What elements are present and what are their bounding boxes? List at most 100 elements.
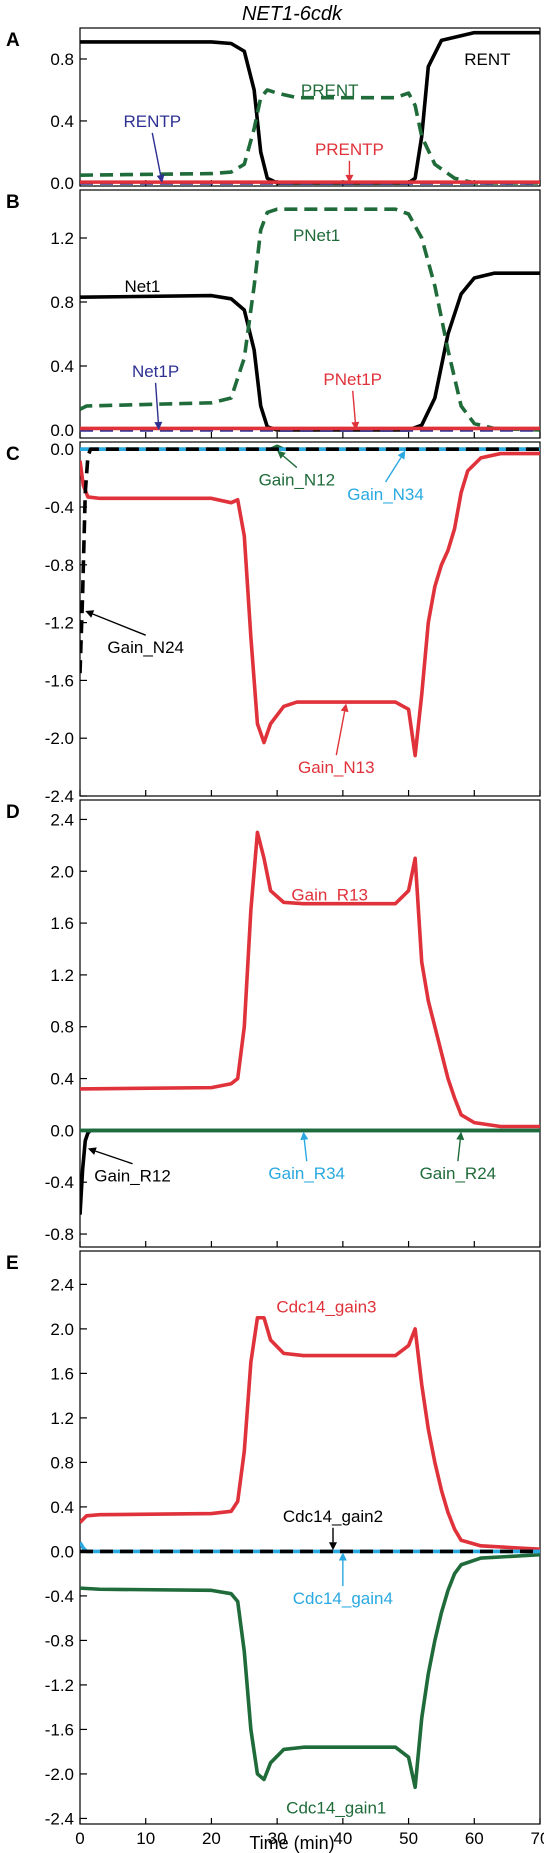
- x-tick-label: 10: [136, 1829, 155, 1848]
- annotation-arrowhead: [456, 1131, 465, 1141]
- series-label: Cdc14_gain4: [293, 1589, 393, 1608]
- annotation-arrowhead: [345, 174, 354, 183]
- annotation-arrow: [151, 132, 162, 176]
- panel-frame: [79, 27, 541, 187]
- annotation-arrow: [92, 613, 146, 636]
- annotation-arrowhead: [277, 450, 286, 459]
- series-label: Gain_R34: [268, 1164, 345, 1183]
- y-tick-label: -1.6: [45, 1720, 74, 1739]
- annotation-arrowhead: [300, 1131, 309, 1141]
- series-label: Gain_N12: [259, 471, 336, 490]
- series-label: Gain_N24: [107, 638, 184, 657]
- series-cdc14-gain1: [80, 1552, 540, 1790]
- annotation-arrow: [457, 1139, 461, 1162]
- y-tick-label: 1.6: [50, 914, 74, 933]
- y-tick-label: -2.0: [45, 1765, 74, 1784]
- panel-frame: [79, 441, 541, 797]
- annotation-arrowhead: [154, 421, 163, 430]
- annotation-arrowhead: [156, 174, 165, 183]
- series-group: [80, 444, 540, 758]
- y-tick-label: 1.2: [50, 1409, 74, 1428]
- annotation-arrow: [352, 390, 357, 423]
- y-tick-label: 0.0: [50, 1121, 74, 1140]
- y-tick-label: 0.0: [50, 174, 74, 193]
- y-tick-label: 0.8: [50, 1453, 74, 1472]
- series-label: Cdc14_gain1: [286, 1798, 386, 1817]
- panel-frame: [79, 1250, 541, 1825]
- panel-c: C 0.0 -0.4 -0.8 -1.2 -1.6 -2.0 -2.4 Gain_N12 Gain…: [6, 440, 541, 806]
- x-axis: 0 10 20 30 40 50 60 70: [75, 1829, 544, 1848]
- series-prent: [80, 88, 540, 185]
- series-cdc14-gain3: [80, 1315, 540, 1551]
- series-label: PNet1P: [323, 370, 382, 389]
- y-tick-label: 2.0: [50, 1320, 74, 1339]
- series-label: Gain_R13: [291, 886, 368, 905]
- y-tick-label: 1.2: [50, 229, 74, 248]
- series-gain-n13: [80, 451, 540, 758]
- y-tick-label: -0.4: [45, 1173, 74, 1192]
- series-label: PRENT: [301, 81, 359, 100]
- y-tick-label: -0.8: [45, 1225, 74, 1244]
- y-tick-label: 0.8: [50, 293, 74, 312]
- series-group: [80, 830, 540, 1215]
- annotation-arrowhead: [85, 610, 95, 618]
- y-tick-label: 2.4: [50, 810, 74, 829]
- y-tick-label: 2.0: [50, 862, 74, 881]
- y-tick-label: 0.4: [50, 1070, 74, 1089]
- x-tick-label: 0: [75, 1829, 84, 1848]
- annotation-arrow: [384, 457, 402, 483]
- series-label: Cdc14_gain3: [276, 1298, 376, 1317]
- series-group: [80, 30, 540, 185]
- x-axis-label: Time (min): [249, 1833, 334, 1853]
- x-tick-label: 60: [465, 1829, 484, 1848]
- y-tick-label: 0.8: [50, 1018, 74, 1037]
- panel-letter: A: [6, 30, 20, 51]
- y-tick-label: -2.4: [45, 787, 74, 806]
- series-label: Gain_R24: [420, 1164, 497, 1183]
- series-label: RENT: [464, 50, 510, 69]
- panel-letter: E: [6, 1253, 19, 1274]
- series-label: Net1: [124, 277, 160, 296]
- x-tick-label: 30: [268, 1829, 287, 1848]
- annotation-arrow: [282, 455, 298, 469]
- panel-e: E -2.4 -2.0 -1.6 -1.2 -0.8 -0.4 0.0 0.4 0.8 1.2 1.6…: [6, 1250, 541, 1828]
- panel-letter: C: [6, 444, 20, 465]
- annotation-arrowhead: [340, 703, 349, 713]
- y-tick-label: 0.4: [50, 1498, 74, 1517]
- y-tick-label: 0.4: [50, 357, 74, 376]
- panel-a: A 0.0 0.4 0.8 RENT PRENT RENTP PRENTP: [6, 27, 541, 193]
- y-tick-label: -1.6: [45, 671, 74, 690]
- annotation-arrow: [303, 1139, 308, 1162]
- series-group: [80, 1315, 540, 1790]
- figure-title: NET1-6cdk: [242, 3, 343, 25]
- y-tick-label: 0.4: [50, 112, 74, 131]
- y-tick-label: -1.2: [45, 1676, 74, 1695]
- y-tick-label: -1.2: [45, 614, 74, 633]
- y-tick-label: 1.6: [50, 1364, 74, 1383]
- annotation-arrowhead: [351, 421, 360, 430]
- annotation-arrowhead: [338, 1552, 347, 1561]
- y-tick-label: 0.0: [50, 421, 74, 440]
- x-tick-label: 20: [202, 1829, 221, 1848]
- panel-letter: B: [6, 192, 20, 213]
- series-net1: [80, 271, 540, 432]
- y-tick-label: 2.4: [50, 1275, 74, 1294]
- series-label: RENTP: [123, 112, 181, 131]
- series-label: Net1P: [132, 362, 179, 381]
- y-tick-label: 0.0: [50, 1542, 74, 1561]
- panel-d: D -0.8 -0.4 0.0 0.4 0.8 1.2 1.6 2.0 2.4 Gain_R13 Ga…: [6, 799, 541, 1248]
- series-label: Cdc14_gain2: [283, 1507, 383, 1526]
- y-tick-label: -0.8: [45, 1631, 74, 1650]
- y-tick-label: -2.4: [45, 1809, 74, 1828]
- annotation-arrow: [335, 711, 346, 756]
- panel-frame: [79, 799, 541, 1248]
- x-tick-label: 40: [333, 1829, 352, 1848]
- series-pnet1: [80, 207, 540, 432]
- series-group: [80, 207, 540, 432]
- panels-group: A 0.0 0.4 0.8 RENT PRENT RENTP PRENTP B 0.0 0.4 0.8…: [6, 27, 541, 1828]
- y-tick-label: -0.4: [45, 1587, 74, 1606]
- series-label: PRENTP: [315, 140, 384, 159]
- y-tick-label: -0.4: [45, 498, 74, 517]
- annotation-arrow: [154, 382, 159, 423]
